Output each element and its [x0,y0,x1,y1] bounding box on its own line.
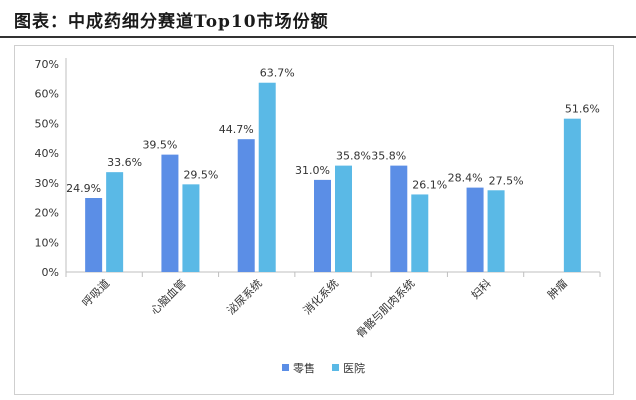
data-label: 28.4% [448,172,483,185]
bar-零售 [161,154,179,272]
legend-swatch [332,364,339,371]
bar-零售 [237,139,255,272]
y-tick-label: 70% [35,58,59,71]
y-tick-label: 10% [35,236,59,249]
data-label: 31.0% [295,164,330,177]
data-label: 35.8% [336,150,371,163]
data-label: 39.5% [142,139,177,152]
bar-医院 [182,184,200,272]
bar-医院 [106,172,124,272]
legend-label: 零售 [293,361,315,375]
y-tick-label: 30% [35,177,59,190]
bar-医院 [335,165,352,272]
y-tick-label: 40% [35,147,59,160]
title-divider [0,36,636,38]
data-label: 27.5% [489,174,524,187]
y-tick-label: 20% [35,207,59,220]
y-tick-label: 60% [35,88,59,101]
x-tick-label: 骨骼与肌肉系统 [353,276,417,340]
x-tick-label: 消化系统 [300,276,341,317]
x-tick-label: 呼吸道 [79,276,112,309]
bar-零售 [466,187,484,272]
legend-swatch [282,364,289,371]
bar-医院 [487,190,505,272]
data-label: 63.7% [260,67,295,80]
bar-零售 [85,198,103,272]
data-label: 44.7% [219,123,254,136]
header: 图表：中成药细分赛道Top10市场份额 [0,0,636,38]
bar-医院 [563,118,581,272]
legend-label: 医院 [343,361,365,375]
y-tick-label: 0% [42,266,59,279]
bar-零售 [390,165,408,272]
page-title: 图表：中成药细分赛道Top10市场份额 [14,12,329,32]
x-tick-label: 肿瘤 [545,276,570,301]
x-tick-label: 泌尿系统 [225,277,265,317]
data-label: 26.1% [412,178,447,191]
data-label: 35.8% [371,150,406,163]
data-label: 33.6% [107,156,142,169]
data-label: 29.5% [183,168,218,181]
x-tick-label: 妇科 [468,276,493,301]
x-tick-label: 心脑血管 [148,276,189,317]
data-label: 51.6% [565,103,600,116]
bar-医院 [411,194,429,272]
data-label: 24.9% [66,182,101,195]
bar-医院 [258,82,276,272]
bar-零售 [314,179,331,272]
y-tick-label: 50% [35,117,59,130]
